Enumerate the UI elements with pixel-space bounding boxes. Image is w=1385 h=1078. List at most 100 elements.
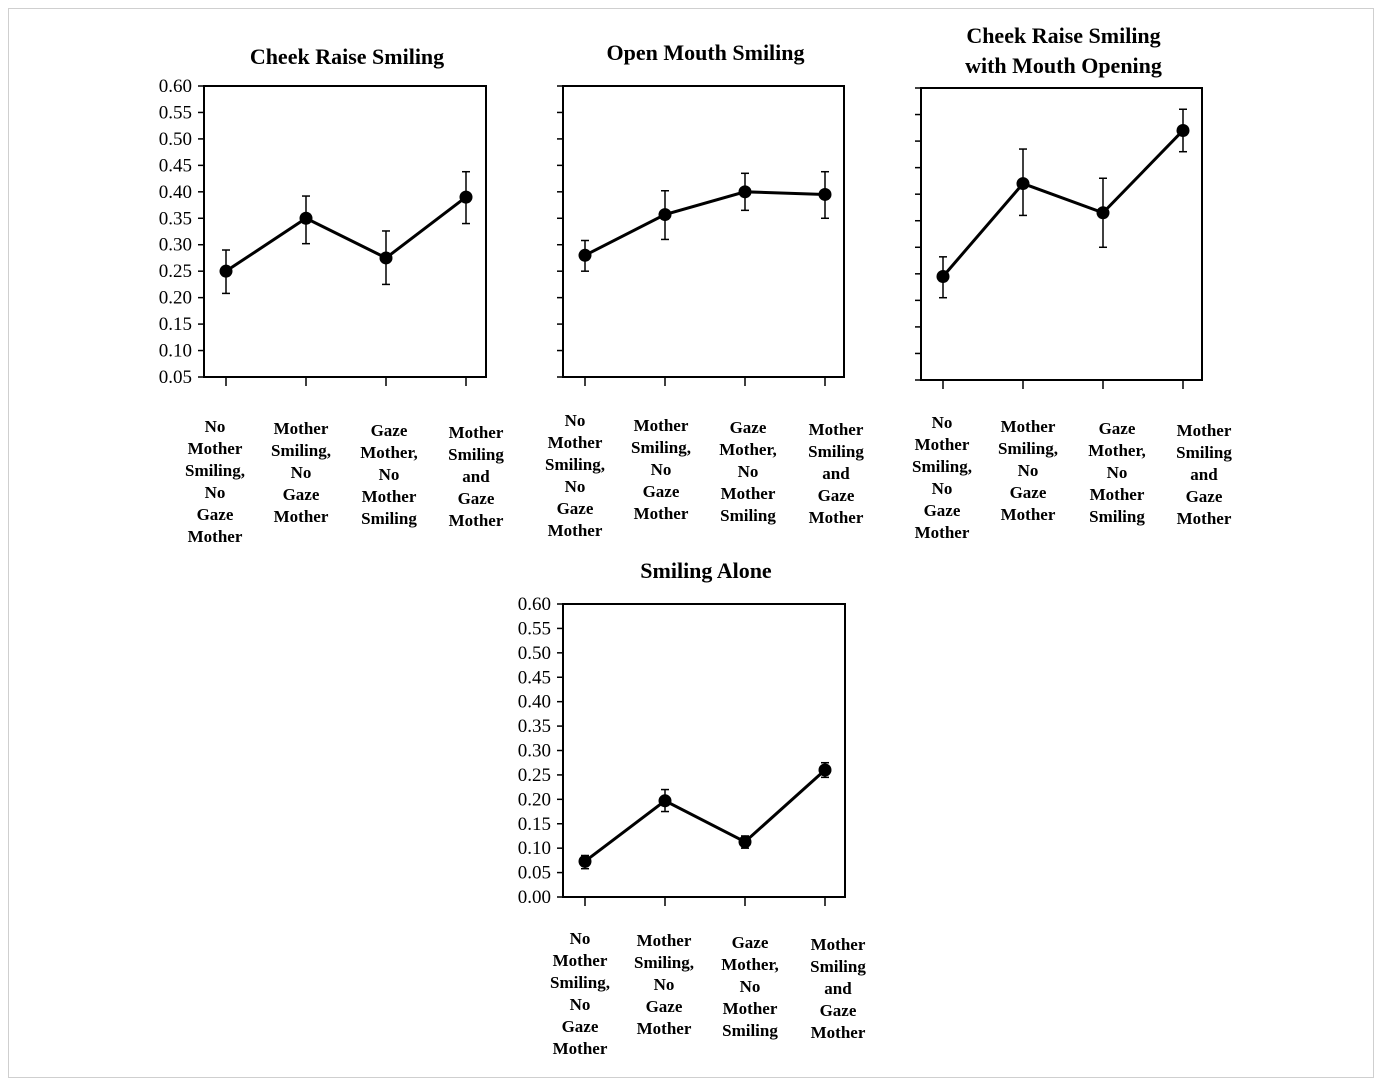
y-tick-label: 0.20 (159, 288, 192, 309)
x-tick-label: Smiling (720, 506, 776, 525)
x-tick-label: Mother (553, 951, 608, 970)
data-point (219, 264, 233, 278)
x-tick-label: Smiling, (998, 439, 1058, 458)
y-tick-label: 0.60 (518, 594, 551, 615)
x-tick-label: No (565, 477, 586, 496)
y-tick-label: 0.20 (518, 789, 551, 810)
y-tick-label: 0.45 (518, 667, 551, 688)
x-tick-label: No (1018, 461, 1039, 480)
plot-frame (203, 85, 487, 378)
x-tick-label: Mother (634, 504, 689, 523)
y-tick-label: 0.15 (518, 814, 551, 835)
x-tick-label: Mother (553, 1039, 608, 1058)
plot-frame (562, 85, 845, 378)
data-point (578, 248, 592, 262)
x-tick-label: Mother (274, 419, 329, 438)
x-tick-label: No (1107, 463, 1128, 482)
x-tick-label: Gaze (197, 505, 234, 524)
plot-frame (920, 87, 1203, 381)
x-tick-label: Gaze (732, 933, 769, 952)
data-point (379, 251, 393, 265)
chart-title: Cheek Raise Smiling (966, 23, 1160, 48)
x-tick-label: No (932, 413, 953, 432)
chart-panel-3: Cheek Raise Smiling with Mouth Opening No M… (912, 23, 1232, 542)
y-tick-label: 0.50 (518, 643, 551, 664)
x-tick-label: Mother (1177, 509, 1232, 528)
y-tick-label: 0.45 (159, 155, 192, 176)
data-point (1096, 206, 1110, 220)
y-tick-label: 0.35 (518, 716, 551, 737)
x-tick-label: No (291, 463, 312, 482)
y-tick-label: 0.15 (159, 314, 192, 335)
plot-frame (562, 603, 846, 898)
x-tick-label: and (824, 979, 852, 998)
y-tick-label: 0.05 (159, 367, 192, 388)
x-tick-label: Gaze (283, 485, 320, 504)
x-tick-label: Smiling, (545, 455, 605, 474)
x-tick-label: Mother (188, 439, 243, 458)
x-tick-label: Mother (362, 487, 417, 506)
y-tick-label: 0.35 (159, 208, 192, 229)
y-tick-label: 0.05 (518, 863, 551, 884)
y-tick-label: 0.40 (518, 692, 551, 713)
x-tick-label: No (570, 929, 591, 948)
x-tick-label: Smiling (448, 445, 504, 464)
x-tick-label: Mother (449, 511, 504, 530)
x-tick-label: Mother (637, 1019, 692, 1038)
x-tick-label: Gaze (643, 482, 680, 501)
x-tick-label: Smiling (810, 957, 866, 976)
y-tick-label: 0.25 (159, 261, 192, 282)
x-tick-label: No (565, 411, 586, 430)
x-tick-label: No (932, 479, 953, 498)
x-tick-label: Mother, (360, 443, 417, 462)
y-tick-label: 0.60 (159, 76, 192, 97)
x-tick-label: Smiling (808, 442, 864, 461)
data-point (299, 211, 313, 225)
x-tick-label: Mother (915, 435, 970, 454)
x-tick-label: Gaze (458, 489, 495, 508)
x-tick-label: Mother (811, 1023, 866, 1042)
x-tick-label: Gaze (1186, 487, 1223, 506)
x-tick-label: and (822, 464, 850, 483)
series-line (584, 768, 827, 863)
x-tick-label: Mother (449, 423, 504, 442)
data-point (1016, 177, 1030, 191)
x-tick-label: Smiling (1176, 443, 1232, 462)
data-point (1176, 123, 1190, 137)
x-tick-label: Mother (548, 521, 603, 540)
x-tick-label: Smiling, (634, 953, 694, 972)
x-tick-label: Mother, (1088, 441, 1145, 460)
data-point (818, 763, 832, 777)
x-tick-label: Smiling, (631, 438, 691, 457)
x-tick-label: Smiling, (185, 461, 245, 480)
x-tick-label: No (205, 417, 226, 436)
data-point (936, 269, 950, 283)
x-tick-label: No (740, 977, 761, 996)
x-tick-label: Gaze (1010, 483, 1047, 502)
x-tick-label: Mother, (719, 440, 776, 459)
x-tick-label: Mother (548, 433, 603, 452)
chart-title: Smiling Alone (640, 558, 772, 583)
x-tick-label: Mother (634, 416, 689, 435)
x-tick-label: Gaze (562, 1017, 599, 1036)
x-tick-label: Mother (915, 523, 970, 542)
y-tick-label: 0.55 (159, 102, 192, 123)
x-tick-label: Mother (809, 420, 864, 439)
x-tick-label: Smiling (1089, 507, 1145, 526)
data-point (578, 854, 592, 868)
x-tick-label: Smiling, (271, 441, 331, 460)
x-tick-label: Mother (637, 931, 692, 950)
x-tick-label: No (654, 975, 675, 994)
chart-title: with Mouth Opening (965, 53, 1162, 78)
y-tick-label: 0.40 (159, 182, 192, 203)
x-tick-label: Gaze (1099, 419, 1136, 438)
series-line (941, 129, 1185, 278)
y-tick-label: 0.10 (518, 838, 551, 859)
data-point (658, 208, 672, 222)
x-tick-label: Mother (1090, 485, 1145, 504)
x-tick-label: Mother (1177, 421, 1232, 440)
x-tick-label: Mother, (721, 955, 778, 974)
x-tick-label: Smiling (361, 509, 417, 528)
y-tick-label: 0.30 (159, 235, 192, 256)
